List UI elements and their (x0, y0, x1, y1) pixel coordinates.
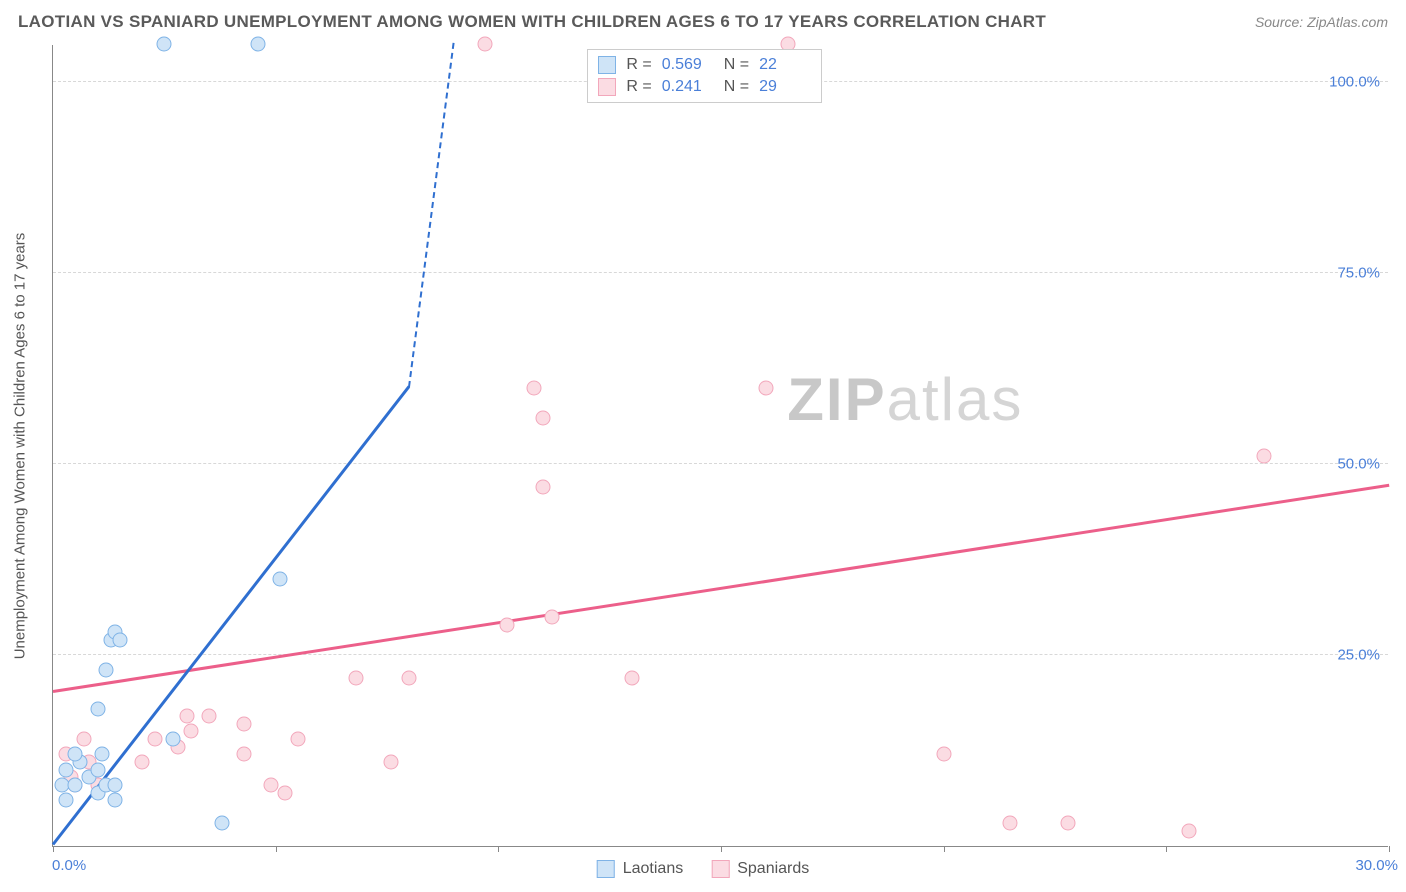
data-point-spaniards (384, 754, 399, 769)
x-tick-mark (1389, 846, 1390, 852)
chart-title: LAOTIAN VS SPANIARD UNEMPLOYMENT AMONG W… (18, 12, 1046, 32)
legend-stats-swatch (598, 78, 616, 96)
data-point-spaniards (237, 716, 252, 731)
data-point-spaniards (290, 732, 305, 747)
legend-label-laotians: Laotians (623, 860, 684, 878)
watermark: ZIPatlas (787, 365, 1023, 434)
n-label: N = (724, 78, 749, 96)
legend-bottom: Laotians Spaniards (597, 860, 810, 878)
data-point-laotians (59, 762, 74, 777)
r-value: 0.569 (662, 56, 714, 74)
data-point-spaniards (184, 724, 199, 739)
y-tick-label: 75.0% (1337, 265, 1380, 282)
gridline (53, 463, 1388, 464)
legend-swatch-laotians (597, 860, 615, 878)
y-axis-label: Unemployment Among Women with Children A… (12, 233, 29, 660)
data-point-laotians (215, 816, 230, 831)
legend-stats: R = 0.569 N = 22 R = 0.241 N = 29 (587, 49, 822, 103)
data-point-spaniards (402, 670, 417, 685)
data-point-laotians (166, 732, 181, 747)
x-tick-mark (944, 846, 945, 852)
x-tick-30: 30.0% (1355, 857, 1398, 874)
title-bar: LAOTIAN VS SPANIARD UNEMPLOYMENT AMONG W… (18, 12, 1388, 32)
x-tick-0: 0.0% (52, 857, 86, 874)
legend-item-spaniards: Spaniards (711, 860, 809, 878)
source-label: Source: ZipAtlas.com (1255, 14, 1388, 30)
data-point-spaniards (1257, 449, 1272, 464)
data-point-spaniards (348, 670, 363, 685)
data-point-laotians (108, 777, 123, 792)
data-point-laotians (59, 793, 74, 808)
data-point-spaniards (936, 747, 951, 762)
x-tick-mark (1166, 846, 1167, 852)
data-point-laotians (112, 632, 127, 647)
r-value: 0.241 (662, 78, 714, 96)
y-tick-label: 50.0% (1337, 456, 1380, 473)
legend-stats-swatch (598, 56, 616, 74)
data-point-spaniards (1061, 816, 1076, 831)
watermark-bold: ZIP (787, 366, 886, 433)
x-tick-mark (721, 846, 722, 852)
plot-area: ZIPatlas 25.0% 50.0% 75.0% 100.0% R = 0.569 N … (52, 45, 1388, 847)
gridline (53, 272, 1388, 273)
data-point-laotians (250, 37, 265, 52)
data-point-spaniards (544, 609, 559, 624)
n-value: 22 (759, 56, 811, 74)
legend-label-spaniards: Spaniards (737, 860, 809, 878)
legend-stats-row: R = 0.569 N = 22 (598, 54, 811, 76)
data-point-spaniards (477, 37, 492, 52)
data-point-laotians (273, 571, 288, 586)
gridline (53, 654, 1388, 655)
data-point-spaniards (237, 747, 252, 762)
data-point-spaniards (135, 754, 150, 769)
x-tick-mark (498, 846, 499, 852)
x-tick-mark (53, 846, 54, 852)
data-point-spaniards (179, 709, 194, 724)
data-point-laotians (94, 747, 109, 762)
r-label: R = (626, 56, 651, 74)
x-tick-mark (276, 846, 277, 852)
y-tick-label: 100.0% (1329, 74, 1380, 91)
legend-swatch-spaniards (711, 860, 729, 878)
data-point-laotians (68, 747, 83, 762)
data-point-spaniards (77, 732, 92, 747)
data-point-laotians (99, 663, 114, 678)
data-point-spaniards (500, 617, 515, 632)
r-label: R = (626, 78, 651, 96)
data-point-spaniards (758, 380, 773, 395)
trend-line-dashed (408, 43, 455, 387)
legend-item-laotians: Laotians (597, 860, 684, 878)
data-point-spaniards (201, 709, 216, 724)
data-point-laotians (108, 793, 123, 808)
data-point-laotians (157, 37, 172, 52)
n-label: N = (724, 56, 749, 74)
data-point-spaniards (277, 785, 292, 800)
data-point-laotians (90, 762, 105, 777)
data-point-spaniards (624, 670, 639, 685)
legend-stats-row: R = 0.241 N = 29 (598, 76, 811, 98)
data-point-laotians (68, 777, 83, 792)
watermark-light: atlas (887, 366, 1024, 433)
data-point-spaniards (1181, 823, 1196, 838)
n-value: 29 (759, 78, 811, 96)
y-tick-label: 25.0% (1337, 647, 1380, 664)
data-point-spaniards (526, 380, 541, 395)
data-point-laotians (90, 701, 105, 716)
data-point-spaniards (535, 480, 550, 495)
data-point-spaniards (535, 411, 550, 426)
data-point-spaniards (148, 732, 163, 747)
trend-line (52, 385, 411, 845)
data-point-spaniards (1003, 816, 1018, 831)
